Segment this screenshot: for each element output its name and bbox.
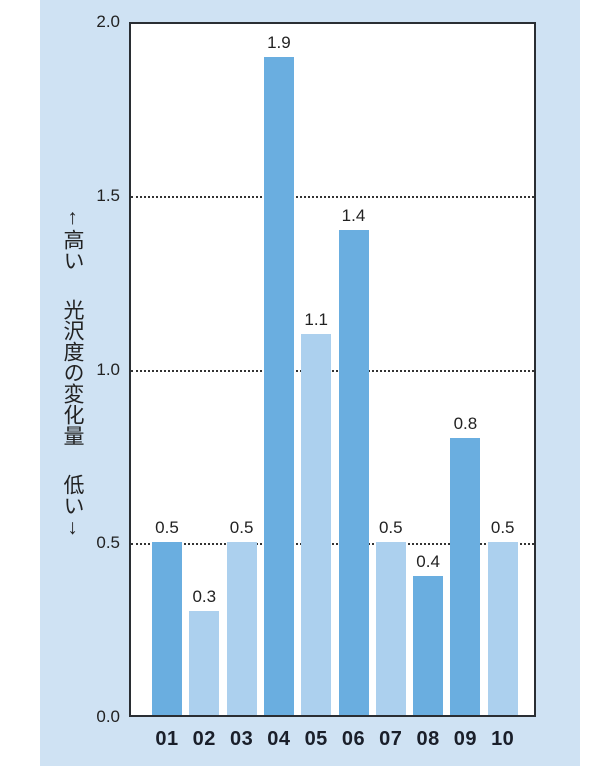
x-tick-label: 08 — [416, 728, 440, 750]
gridline — [131, 195, 534, 198]
bar-06 — [338, 229, 369, 715]
x-tick-label: 10 — [491, 728, 515, 750]
bar-04 — [263, 56, 294, 715]
bar-value-label: 0.3 — [192, 587, 217, 607]
bar-07 — [375, 541, 406, 715]
plot-area: 0.5 0.3 0.5 1.9 1.1 1.4 0.5 0.4 0.8 0.5 — [129, 22, 536, 717]
bar-value-label: 0.8 — [453, 413, 478, 433]
bar-value-label: 1.9 — [267, 32, 291, 52]
x-tick-label: 04 — [267, 728, 291, 750]
x-tick-label: 09 — [453, 728, 478, 750]
y-tick-label: 1.5 — [96, 185, 120, 205]
bar-value-label: 0.5 — [490, 517, 515, 537]
x-tick-label: 03 — [229, 728, 254, 750]
y-axis-label-main: 光沢度の変化量 — [61, 299, 84, 446]
y-tick-label: 0.5 — [96, 533, 120, 553]
y-tick-label: 1.0 — [96, 359, 120, 379]
x-tick-label: 07 — [379, 728, 403, 750]
x-tick-label: 06 — [341, 728, 366, 750]
bar-value-label: 0.5 — [155, 517, 179, 537]
bar-10 — [487, 541, 518, 715]
bar-01 — [152, 541, 182, 715]
x-tick-label: 01 — [155, 728, 179, 750]
bar-value-label: 1.1 — [304, 309, 328, 329]
y-axis-label-low: 低い↓ — [61, 474, 84, 539]
bar-value-label: 0.5 — [229, 517, 254, 537]
y-axis-label-high: ↑高い — [61, 206, 84, 271]
gridline — [131, 543, 534, 546]
bar-09 — [450, 437, 481, 715]
bar-value-label: 0.4 — [416, 552, 440, 572]
gridline — [131, 369, 534, 372]
x-tick-label: 05 — [304, 728, 328, 750]
y-axis-label: ↑高い 光沢度の変化量 低い↓ — [56, 206, 88, 545]
bar-08 — [413, 576, 444, 715]
bar-05 — [301, 333, 332, 715]
x-tick-label: 02 — [192, 728, 216, 750]
y-tick-label: 2.0 — [96, 12, 120, 31]
bar-03 — [226, 541, 257, 715]
y-tick-label: 0.0 — [96, 707, 120, 726]
bar-value-label: 1.4 — [341, 205, 366, 225]
bar-value-label: 0.5 — [378, 517, 403, 537]
bar-02 — [189, 611, 220, 715]
